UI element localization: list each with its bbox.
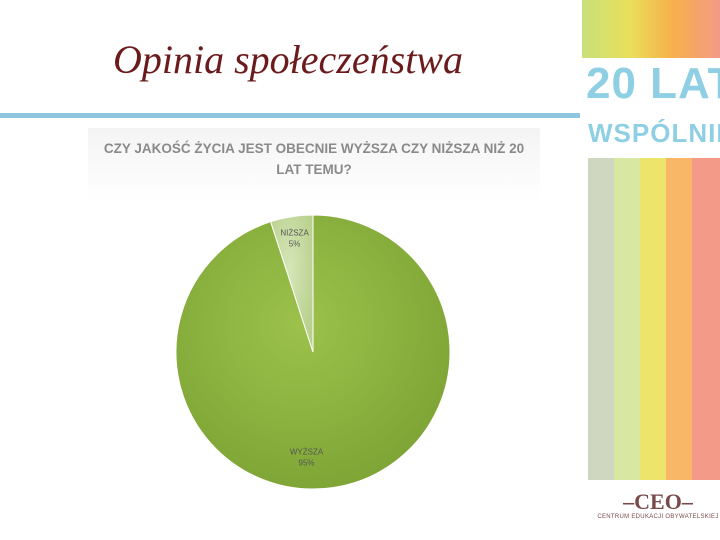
stripe-4	[666, 158, 694, 480]
title-divider	[0, 113, 580, 118]
chart-title: CZY JAKOŚĆ ŻYCIA JEST OBECNIE WYŻSZA CZY…	[103, 141, 525, 177]
stripe-3	[640, 158, 668, 480]
pie-chart: WYŻSZA 95% NIŻSZA 5%	[175, 214, 451, 490]
ceo-mark: –CEO–	[623, 489, 693, 514]
brand-wspolnie: WSPÓLNIE	[588, 118, 720, 148]
ceo-logo: –CEO– CENTRUM EDUKACJI OBYWATELSKIEJ	[596, 489, 720, 521]
stripe-2	[614, 158, 642, 480]
stripe-5	[692, 158, 720, 480]
pie-slice-niższa	[270, 214, 314, 353]
brand-banner: 20 LAT WSPÓLNIE	[582, 0, 720, 540]
brand-20-lat: 20 LAT	[586, 59, 720, 108]
slice-label-niższa: NIŻSZA	[280, 229, 309, 238]
ceo-text: CENTRUM EDUKACJI OBYWATELSKIEJ	[597, 514, 719, 520]
stripe-1	[588, 158, 616, 480]
slice-value-niższa: 5%	[289, 240, 301, 249]
slide-title: Opinia społeczeństwa	[113, 37, 463, 82]
slice-value-wyższa: 95%	[299, 459, 315, 468]
slice-label-wyższa: WYŻSZA	[290, 448, 324, 457]
people-illustration	[582, 0, 720, 58]
